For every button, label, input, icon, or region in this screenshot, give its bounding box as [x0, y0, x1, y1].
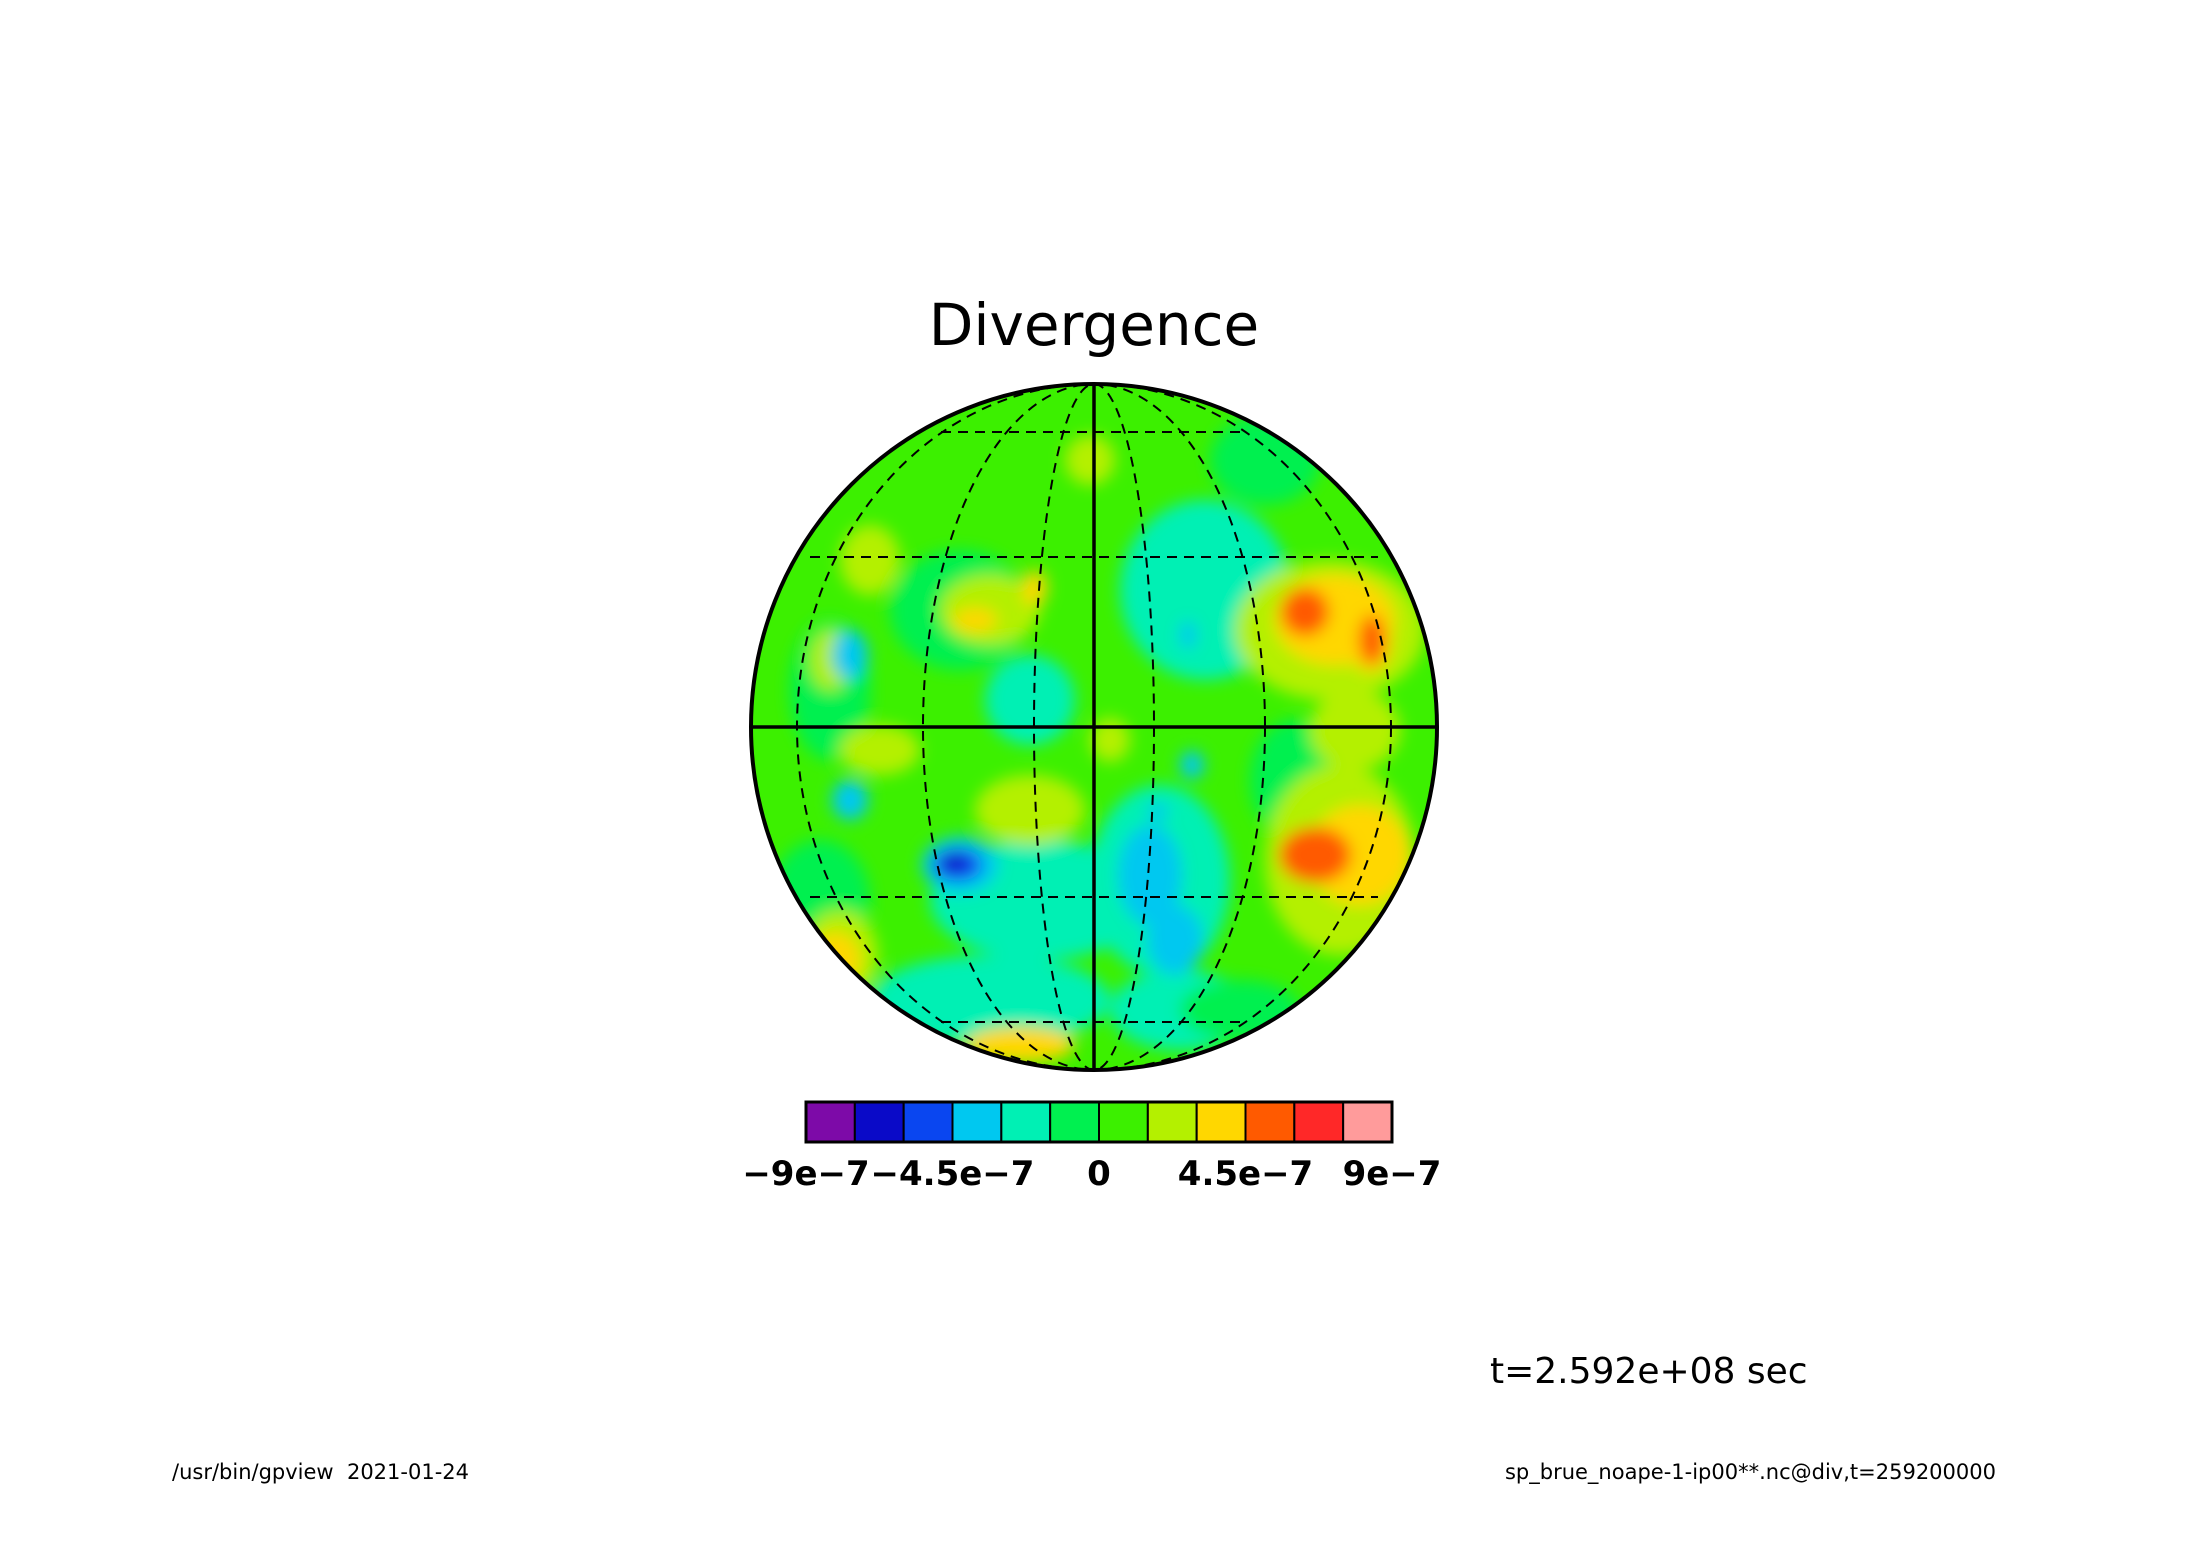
- colorbar-swatch: [1195, 1101, 1247, 1143]
- field-region: [1310, 805, 1410, 905]
- field-region: [810, 932, 860, 988]
- colorbar-swatch: [902, 1101, 954, 1143]
- colorbar-tick-labels: −9e−7 −4.5e−7 0 4.5e−7 9e−7: [742, 1154, 1441, 1194]
- field-region: [985, 655, 1075, 745]
- divergence-field: [770, 415, 1425, 1063]
- field-region: [840, 525, 900, 595]
- globe-outline: [749, 382, 1439, 1072]
- colorbar-swatch: [805, 1101, 856, 1143]
- colorbar-swatch: [951, 1101, 1003, 1143]
- time-label: t=2.592e+08 sec: [1490, 1351, 1808, 1392]
- field-region: [1310, 690, 1400, 770]
- field-region: [975, 775, 1085, 845]
- field-region: [1023, 570, 1047, 606]
- field-region: [1148, 803, 1168, 821]
- major-axes: [751, 384, 1437, 1070]
- colorbar-frame: [804, 1100, 1394, 1144]
- field-region: [832, 630, 868, 680]
- colorbar-swatch: [1342, 1101, 1393, 1143]
- chart-title: Divergence: [929, 291, 1259, 359]
- colorbar-swatch: [1244, 1101, 1296, 1143]
- colorbar-tick-label: −9e−7: [742, 1154, 869, 1194]
- colorbar-swatch: [1049, 1101, 1100, 1143]
- field-region: [1180, 751, 1204, 779]
- colorbar-tick-label: 4.5e−7: [1178, 1154, 1313, 1194]
- globe-map: [749, 382, 1439, 1072]
- field-region: [832, 780, 868, 820]
- field-region: [1090, 718, 1130, 762]
- colorbar-swatch: [1293, 1101, 1345, 1143]
- footer-program-date: /usr/bin/gpview 2021-01-24: [172, 1460, 469, 1484]
- field-region: [1281, 588, 1329, 636]
- field-region: [1180, 621, 1196, 649]
- field-region: [953, 608, 997, 632]
- colorbar-swatch: [1098, 1101, 1149, 1143]
- footer-file-info: sp_brue_noape-1-ip00**.nc@div,t=25920000…: [1505, 1460, 1996, 1485]
- field-region: [1279, 827, 1351, 883]
- colorbar: [804, 1100, 1394, 1144]
- field-region: [840, 725, 920, 775]
- colorbar-tick-label: 9e−7: [1343, 1154, 1442, 1194]
- field-region: [1065, 435, 1115, 485]
- field-region: [940, 852, 968, 872]
- field-region: [1118, 825, 1182, 925]
- colorbar-tick-label: −4.5e−7: [871, 1154, 1035, 1194]
- colorbar-swatch: [1000, 1101, 1052, 1143]
- field-region: [1180, 980, 1300, 1040]
- field-region: [1147, 905, 1203, 975]
- colorbar-tick-label: 0: [1087, 1154, 1111, 1194]
- colorbar-swatch: [853, 1101, 905, 1143]
- colorbar-swatch: [1146, 1101, 1198, 1143]
